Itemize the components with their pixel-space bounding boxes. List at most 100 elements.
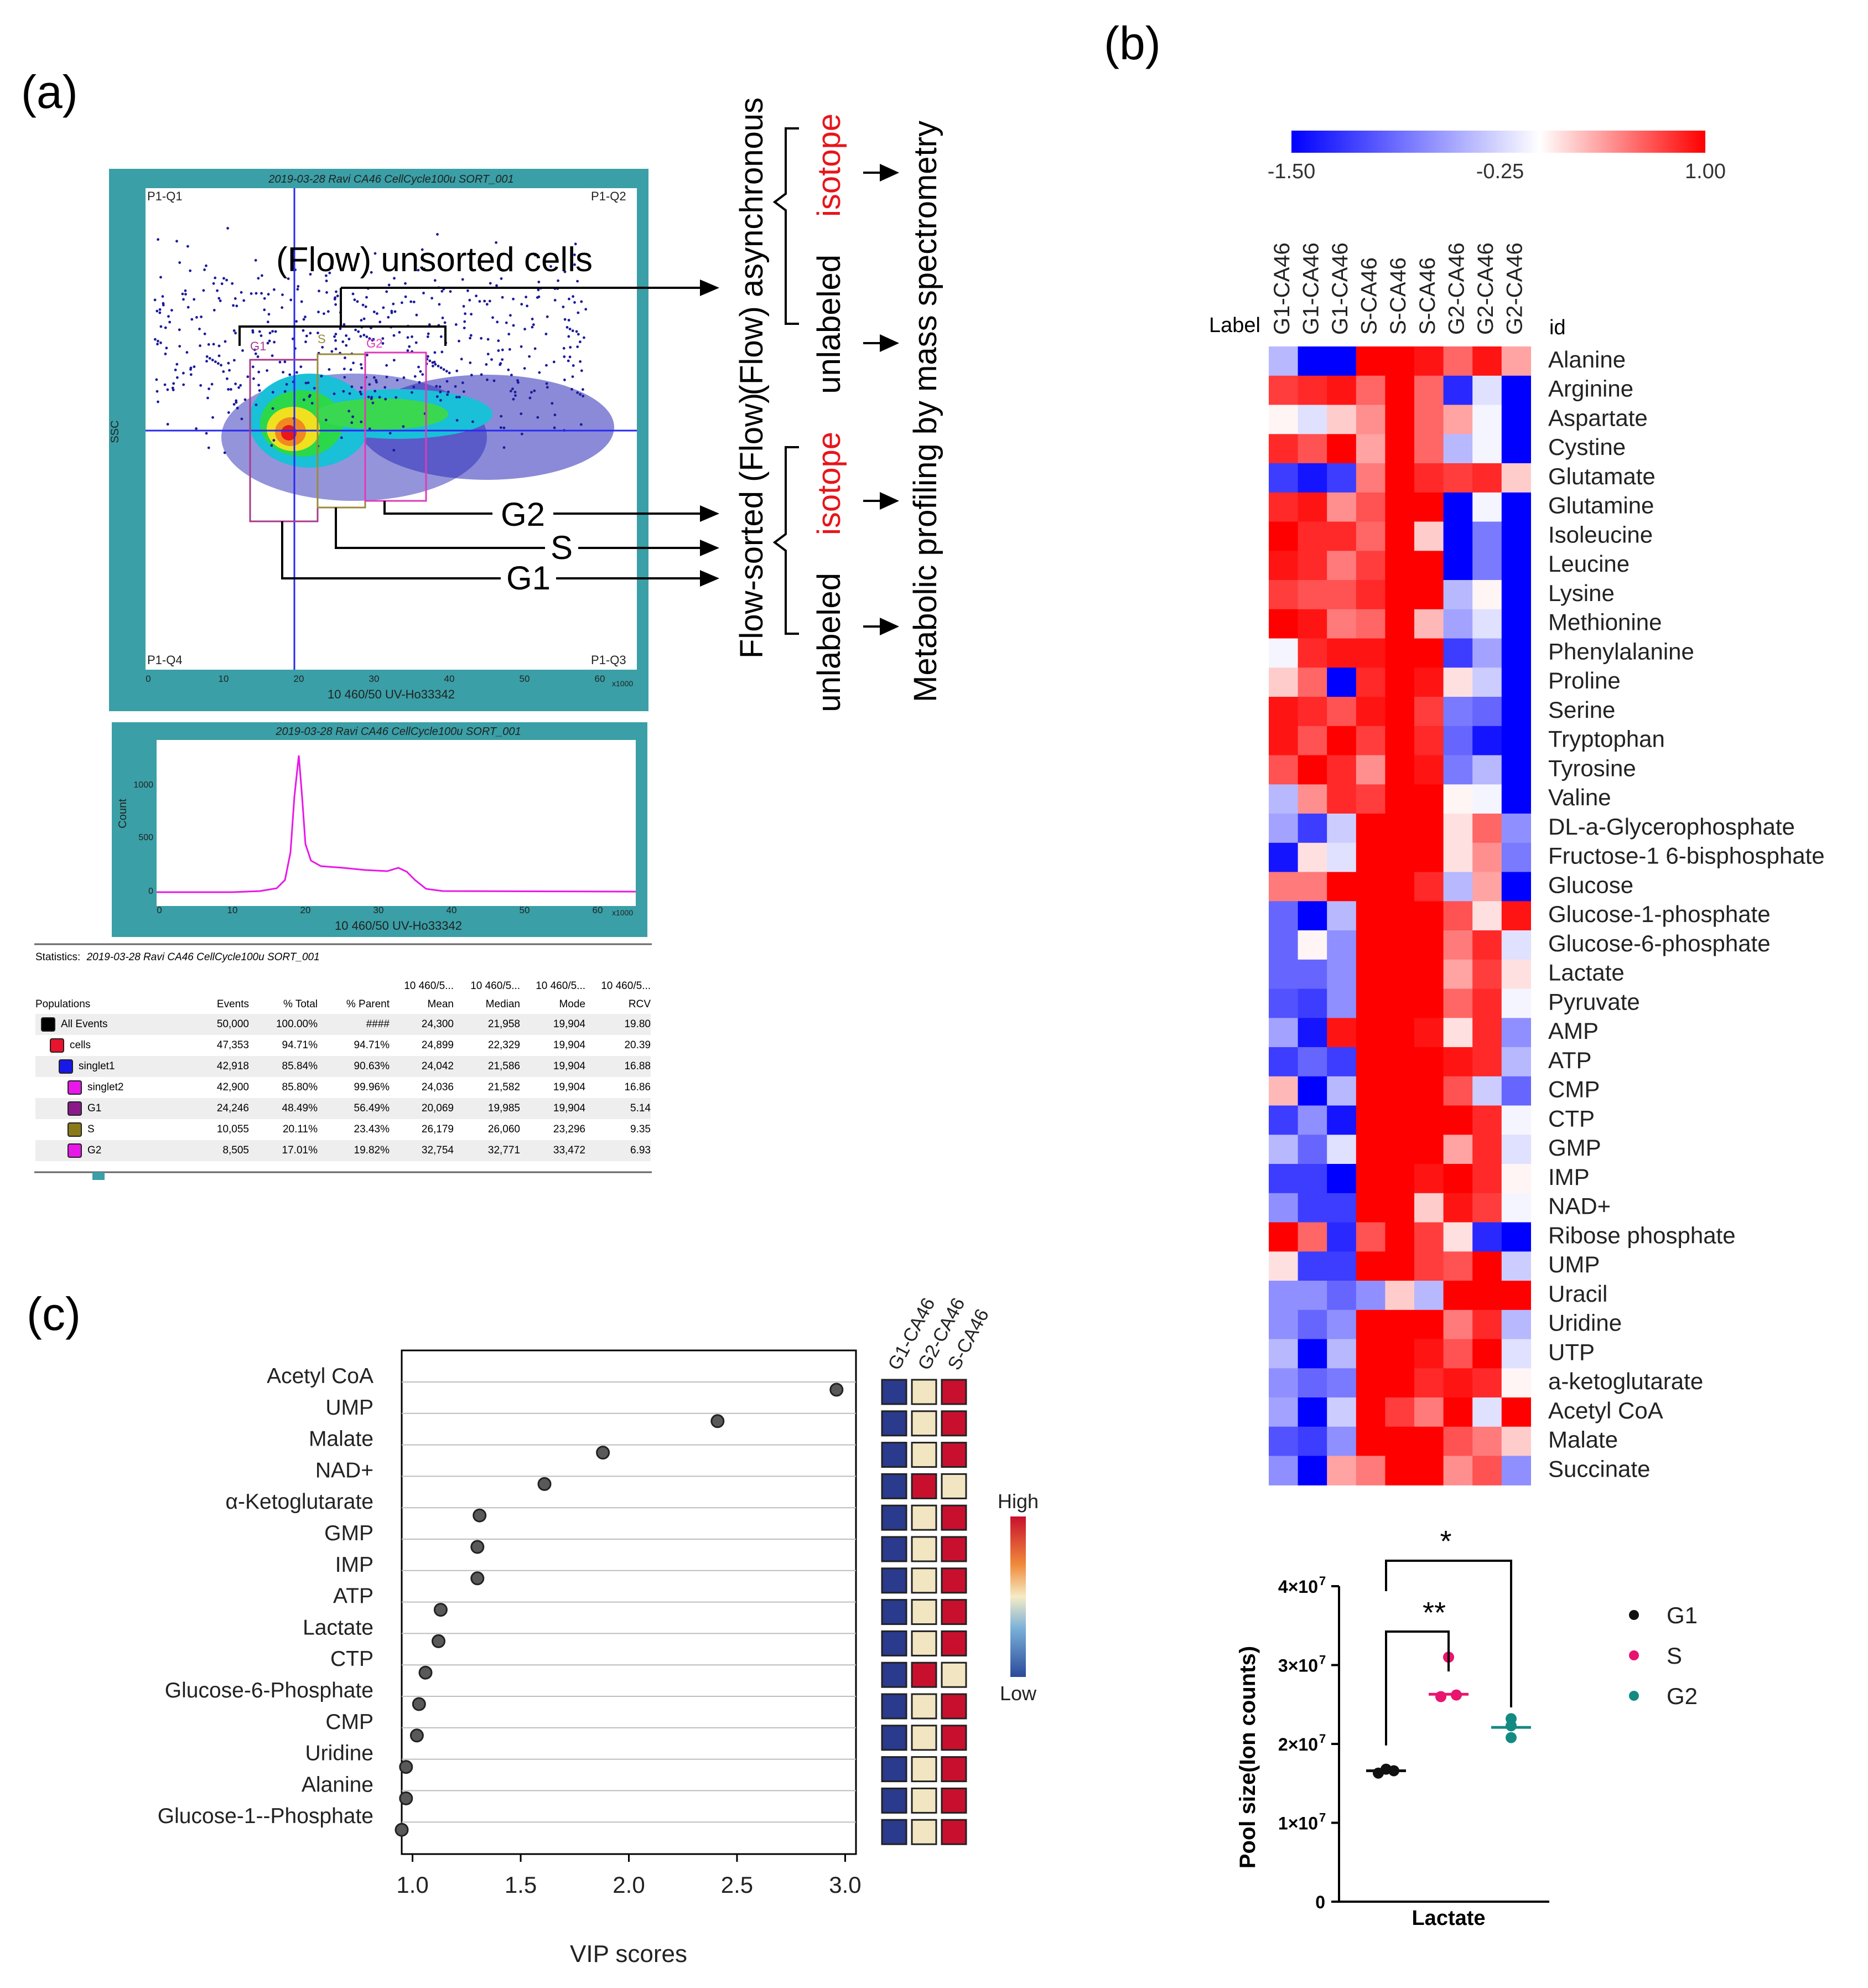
heatmap-cell (1501, 1076, 1531, 1106)
scatter-event-dot (310, 402, 314, 405)
heatmap-cell (1443, 1193, 1473, 1223)
heatmap-cell (1501, 1309, 1531, 1340)
heatmap-cell (1356, 1251, 1386, 1281)
heatmap-cell (1298, 1018, 1327, 1048)
vip-metabolite-label: Glucose-6-Phosphate (165, 1679, 373, 1702)
scatter-event-dot (271, 391, 274, 394)
scatter-event-dot (408, 345, 411, 348)
heatmap-cell (1385, 842, 1415, 873)
scatter-event-dot (336, 294, 339, 298)
quadrant-q4: P1-Q4 (147, 653, 183, 667)
stats-value-cell: 94.71% (354, 1039, 390, 1051)
scatter-event-dot (434, 363, 437, 366)
scatter-event-dot (469, 361, 472, 364)
heatmap-cell (1385, 1309, 1415, 1340)
stats-header-cell: Events (216, 998, 249, 1010)
stats-value-cell: 24,042 (421, 1060, 454, 1072)
heatmap-cell (1356, 784, 1386, 814)
heatmap-cell (1356, 1105, 1386, 1135)
heatmap-cell (1356, 1368, 1386, 1398)
pool-y-tick-exponent: 7 (1319, 1811, 1326, 1825)
scatter-event-dot (228, 369, 231, 372)
s-label-bg (545, 531, 578, 565)
scatter-event-dot (185, 351, 189, 354)
heatmap-cell (1501, 901, 1531, 931)
heatmap-cell (1472, 521, 1502, 551)
scatter-event-dot (253, 348, 256, 351)
scatter-event-dot (350, 421, 354, 424)
scatter-event-dot (260, 292, 263, 295)
heatmap-cell (1385, 667, 1415, 697)
heatmap-cell (1269, 1397, 1299, 1427)
scatter-event-dot (283, 390, 287, 393)
scatter-event-dot (490, 358, 493, 361)
scatter-event-dot (224, 340, 227, 343)
scatter-event-dot (350, 385, 354, 388)
arrowhead-g2 (700, 505, 719, 522)
scatter-event-dot (281, 306, 284, 309)
heatmap-cell (1472, 1018, 1502, 1048)
heatmap-cell (1414, 1222, 1444, 1252)
stats-header-cell: RCV (628, 998, 651, 1010)
scatter-event-dot (385, 290, 388, 293)
scatter-event-dot (217, 362, 220, 365)
stats-value-cell: 42,900 (216, 1081, 249, 1093)
scatter-event-dot (502, 426, 506, 429)
heatmap-cell (1356, 988, 1386, 1018)
scatter-event-dot (573, 263, 576, 266)
scatter-event-dot (544, 333, 548, 335)
heatmap-cell (1501, 726, 1531, 756)
arrowhead-isotope-2 (880, 492, 899, 510)
scatter-event-dot (181, 292, 184, 296)
scatter-event-dot (446, 393, 449, 396)
stats-header: Populations Events % Total % Parent Mean Medi… (35, 995, 651, 1014)
stats-value-cell: 17.01% (282, 1145, 318, 1156)
scatter-event-dot (325, 291, 328, 294)
heatmap-cell (1269, 667, 1299, 697)
scatter-event-dot (411, 335, 413, 338)
heatmap-cell (1414, 1105, 1444, 1135)
scatter-event-dot (513, 391, 517, 394)
scatter-event-dot (359, 390, 362, 394)
stats-value-cell: 47,353 (216, 1039, 249, 1051)
heatmap-cell (1501, 609, 1531, 639)
scatter-event-dot (435, 385, 438, 388)
scatter-event-dot (155, 390, 159, 393)
scatter-event-dot (563, 270, 567, 273)
heatmap-cell (1501, 1281, 1531, 1311)
heatmap-cell (1414, 1339, 1444, 1369)
vip-heat-cell (911, 1693, 937, 1720)
heatmap-cell (1298, 1251, 1327, 1281)
scatter-event-dot (537, 295, 541, 298)
scatter-event-dot (579, 423, 583, 426)
stats-top-header-cell: 10 460/5... (601, 980, 651, 992)
vip-heat-cell (941, 1536, 967, 1562)
stats-top-header-cell: 10 460/5... (404, 980, 454, 992)
scatter-event-dot (206, 396, 209, 400)
heatmap-row-label: Fructose-1 6-bisphosphate (1548, 843, 1825, 869)
scatter-event-dot (485, 363, 488, 366)
heatmap-cell (1269, 1309, 1299, 1340)
vip-heat-cell (881, 1693, 907, 1720)
vip-metabolite-label: α-Ketoglutarate (225, 1490, 373, 1514)
scatter-event-dot (510, 374, 513, 376)
scatter-event-dot (211, 359, 214, 361)
scatter-event-dot (231, 282, 234, 285)
heatmap-cell (1414, 930, 1444, 960)
population-color-swatch (68, 1122, 82, 1137)
heatmap-cell (1356, 755, 1386, 785)
scatter-event-dot (154, 338, 157, 341)
heatmap-cell (1356, 346, 1386, 376)
heatmap-cell (1327, 1339, 1357, 1369)
heatmap-cell (1443, 434, 1473, 464)
pool-point (1451, 1689, 1462, 1701)
heatmap-cell (1443, 1251, 1473, 1281)
heatmap-cell (1298, 1426, 1327, 1457)
stats-population-cell: All Events (35, 1014, 178, 1035)
scatter-event-dot (235, 399, 238, 402)
scatter-event-dot (207, 446, 210, 449)
heatmap-cell (1327, 1309, 1357, 1340)
scatter-event-dot (491, 316, 494, 319)
